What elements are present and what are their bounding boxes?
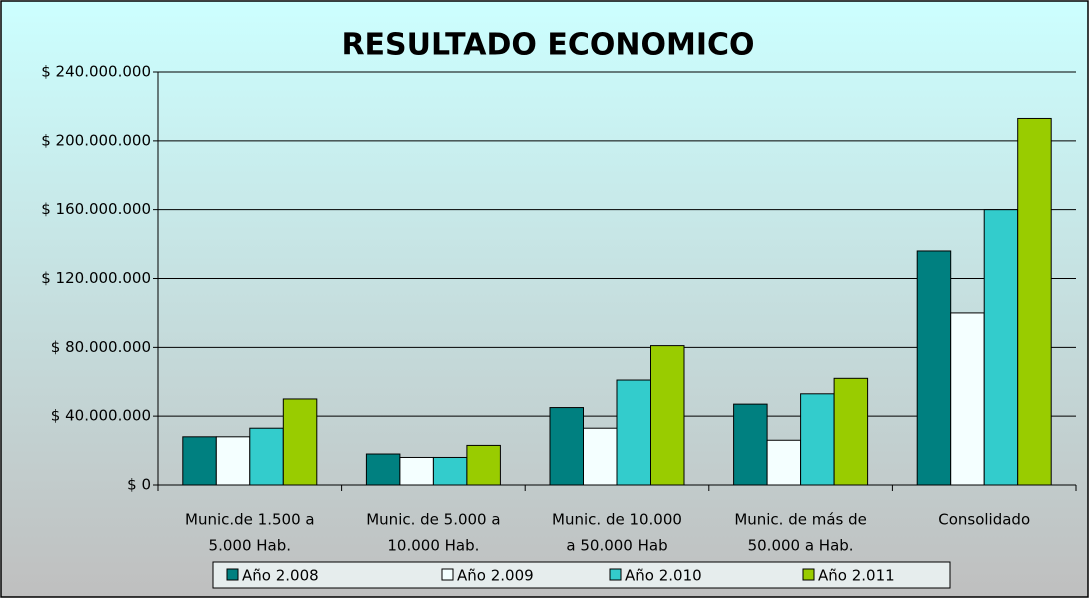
y-tick-label: $ 80.000.000 [51, 338, 151, 356]
legend-label: Año 2.010 [625, 567, 702, 585]
legend-label: Año 2.008 [242, 567, 319, 585]
bar [983, 209, 1019, 486]
bar [182, 436, 217, 486]
x-tick-label: Consolidado [938, 511, 1030, 529]
bar [249, 427, 284, 486]
bar [365, 453, 401, 486]
bar [950, 312, 985, 486]
legend-swatch [226, 568, 239, 581]
bar [282, 398, 318, 486]
x-tick-label: Munic. de 5.000 a [366, 511, 500, 529]
y-tick-label: $ 120.000.000 [41, 269, 151, 287]
bar [466, 444, 501, 486]
x-tick-label: 5.000 Hab. [209, 537, 291, 555]
y-tick-label: $ 240.000.000 [41, 63, 151, 81]
bar [650, 345, 685, 486]
legend-swatch [441, 568, 454, 581]
bar [833, 377, 869, 486]
bar [1017, 117, 1052, 486]
x-tick-label: 50.000 a Hab. [748, 537, 854, 555]
bar [583, 427, 618, 486]
bar [800, 393, 835, 486]
x-tick-label: Munic. de 10.000 [552, 511, 682, 529]
bar [733, 403, 768, 486]
legend-swatch [802, 568, 815, 581]
bar [432, 456, 468, 486]
chart-title: RESULTADO ECONOMICO [341, 28, 754, 63]
legend-box [212, 561, 951, 589]
bar [399, 456, 434, 486]
bar [549, 407, 584, 486]
legend-label: Año 2.011 [818, 567, 895, 585]
y-tick-label: $ 200.000.000 [41, 131, 151, 149]
x-tick-label: Munic.de 1.500 a [185, 511, 315, 529]
bar [215, 436, 251, 486]
legend-swatch [609, 568, 622, 581]
bar [766, 439, 802, 486]
x-tick-label: Munic. de más de [734, 511, 867, 529]
x-tick-label: 10.000 Hab. [387, 537, 479, 555]
x-tick-label: a 50.000 Hab [566, 537, 667, 555]
bar [916, 250, 952, 486]
y-tick-label: $ 0 [127, 476, 151, 494]
bar [616, 379, 651, 486]
legend-label: Año 2.009 [457, 567, 534, 585]
y-tick-label: $ 40.000.000 [51, 407, 151, 425]
y-tick-label: $ 160.000.000 [41, 200, 151, 218]
